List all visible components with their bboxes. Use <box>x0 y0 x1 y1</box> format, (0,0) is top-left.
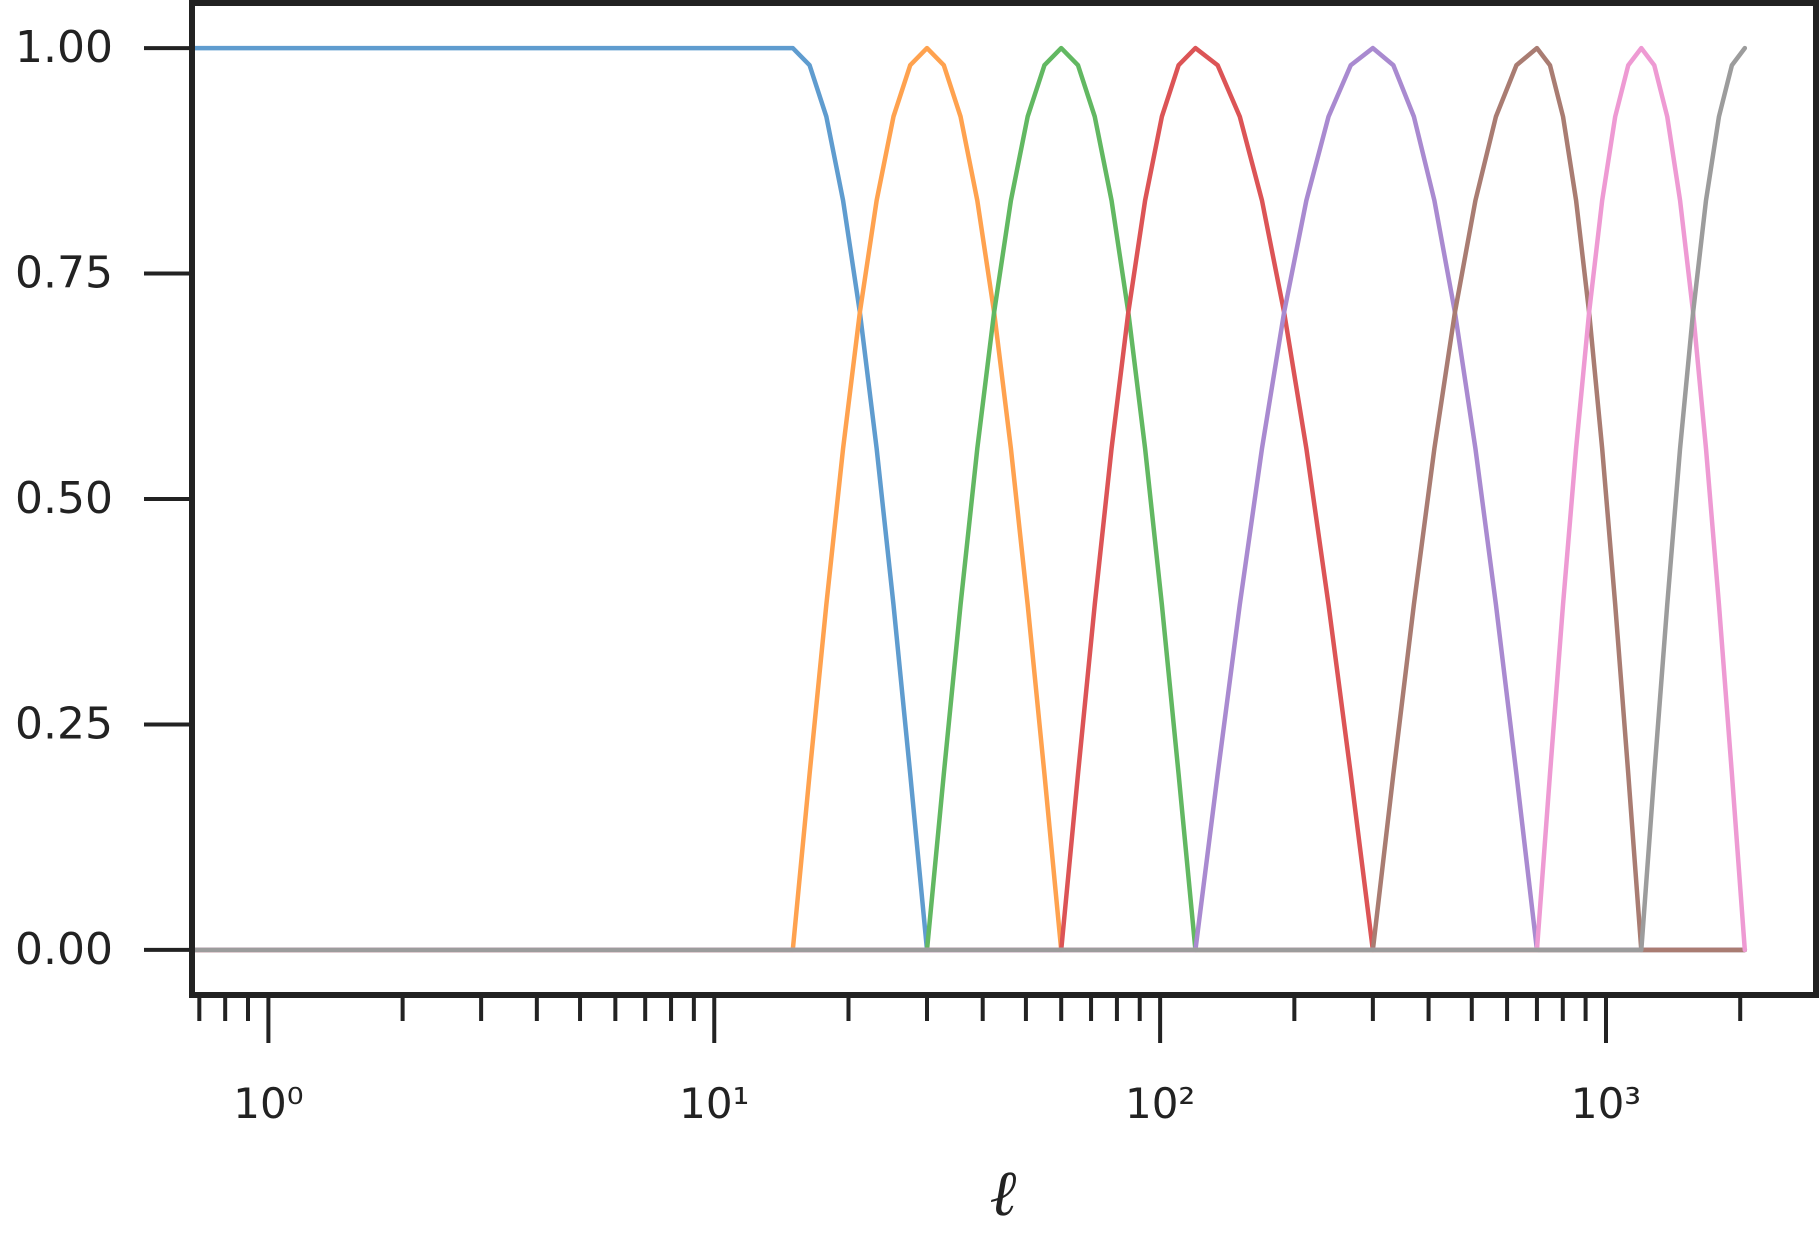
line-series <box>191 45 1748 953</box>
x-tick-label: 10³ <box>1571 1079 1641 1128</box>
plot-frame <box>189 0 1819 998</box>
x-axis-label: ℓ <box>990 1157 1017 1231</box>
line-series <box>191 45 1748 953</box>
line-series <box>191 45 1748 953</box>
y-tick-label: 0.50 <box>15 473 113 524</box>
x-tick-label: 10⁰ <box>233 1079 303 1128</box>
line-series <box>191 45 1748 953</box>
x-tick-label: 10¹ <box>679 1079 749 1128</box>
line-series <box>191 45 1748 953</box>
y-tick-label: 0.75 <box>15 248 113 299</box>
line-series <box>191 45 1748 953</box>
line-series <box>191 45 1748 953</box>
x-tick-label: 10² <box>1125 1079 1195 1128</box>
y-tick-label: 0.25 <box>15 698 113 749</box>
y-tick-label: 0.00 <box>15 924 113 975</box>
y-tick-label: 1.00 <box>15 22 113 73</box>
line-series <box>191 45 1748 953</box>
